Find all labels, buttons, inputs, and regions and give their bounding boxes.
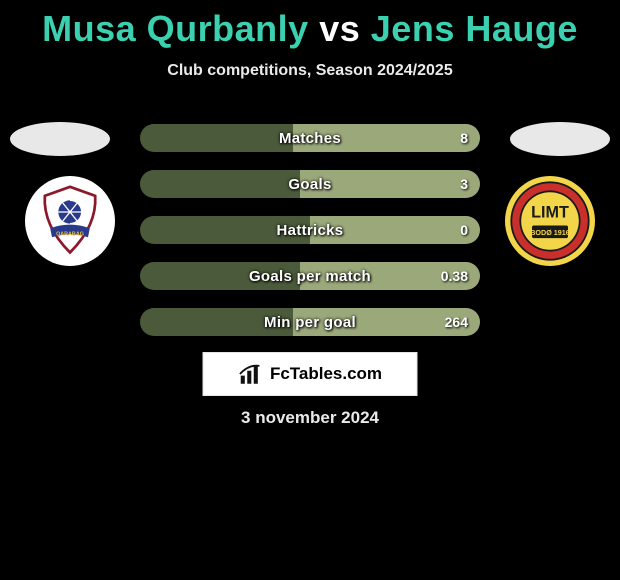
stat-label: Min per goal — [140, 308, 480, 336]
stat-value-left — [140, 308, 164, 336]
stat-value-left — [140, 124, 164, 152]
fctables-logo[interactable]: FcTables.com — [203, 352, 418, 396]
date-text: 3 november 2024 — [0, 408, 620, 428]
crest-right-top-text: LIMT — [531, 203, 569, 221]
stat-bar: Matches8 — [140, 124, 480, 152]
stat-bars: Matches8 Goals3 Hattricks0 Goals per match0… — [140, 124, 480, 354]
stat-value-right: 0 — [448, 216, 480, 244]
player1-disc — [10, 122, 110, 156]
stat-label: Matches — [140, 124, 480, 152]
bodo-glimt-crest-icon: LIMT BODØ 1916 — [505, 176, 595, 266]
stat-bar: Hattricks0 — [140, 216, 480, 244]
crest-right-bottom-text: BODØ 1916 — [530, 228, 570, 237]
stat-value-right: 264 — [433, 308, 480, 336]
stat-value-left — [140, 262, 164, 290]
vs-text: vs — [319, 8, 360, 49]
player1-name: Musa Qurbanly — [42, 8, 309, 49]
stat-bar: Goals3 — [140, 170, 480, 198]
svg-text:QARABAG: QARABAG — [56, 231, 84, 237]
player2-disc — [510, 122, 610, 156]
stat-value-right: 3 — [448, 170, 480, 198]
stat-value-right: 8 — [448, 124, 480, 152]
qarabag-crest-icon: QARABAG — [25, 176, 115, 266]
fctables-text: FcTables.com — [270, 364, 382, 384]
stat-label: Hattricks — [140, 216, 480, 244]
bar-chart-icon — [238, 361, 264, 387]
stat-value-right: 0.38 — [429, 262, 480, 290]
comparison-title: Musa Qurbanly vs Jens Hauge — [0, 0, 620, 50]
player2-name: Jens Hauge — [371, 8, 578, 49]
subtitle: Club competitions, Season 2024/2025 — [0, 62, 620, 80]
stat-bar: Goals per match0.38 — [140, 262, 480, 290]
player1-crest: QARABAG — [25, 176, 115, 266]
player2-crest: LIMT BODØ 1916 — [505, 176, 595, 266]
stat-bar: Min per goal264 — [140, 308, 480, 336]
stat-value-left — [140, 216, 164, 244]
stat-value-left — [140, 170, 164, 198]
stat-label: Goals — [140, 170, 480, 198]
